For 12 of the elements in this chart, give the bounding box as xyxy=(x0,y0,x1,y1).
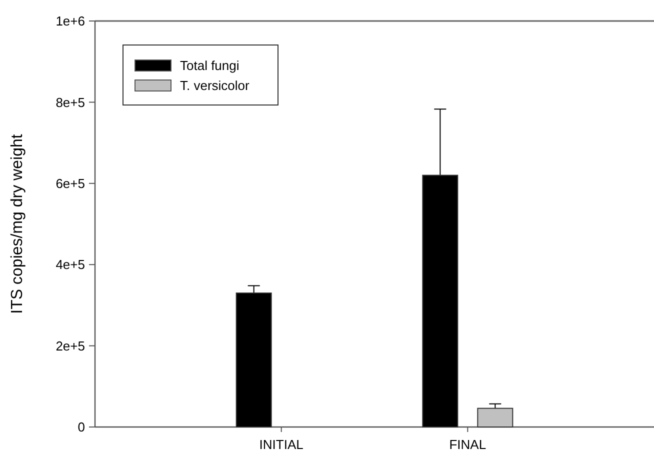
y-axis-title: ITS copies/mg dry weight xyxy=(9,134,26,314)
y-tick-label: 8e+5 xyxy=(56,94,85,110)
y-tick-label: 4e+5 xyxy=(56,257,85,272)
y-tick-label: 1e+6 xyxy=(56,14,85,29)
legend-label: Total fungi xyxy=(180,58,240,74)
y-tick-label: 6e+5 xyxy=(56,176,85,191)
x-tick-label: FINAL xyxy=(449,437,486,452)
x-tick-label: INITIAL xyxy=(259,437,304,452)
bar xyxy=(477,408,514,428)
y-tick-label: 0 xyxy=(78,420,85,435)
y-tick-label: 2e+5 xyxy=(56,338,85,354)
legend-label: T. versicolor xyxy=(180,78,250,94)
